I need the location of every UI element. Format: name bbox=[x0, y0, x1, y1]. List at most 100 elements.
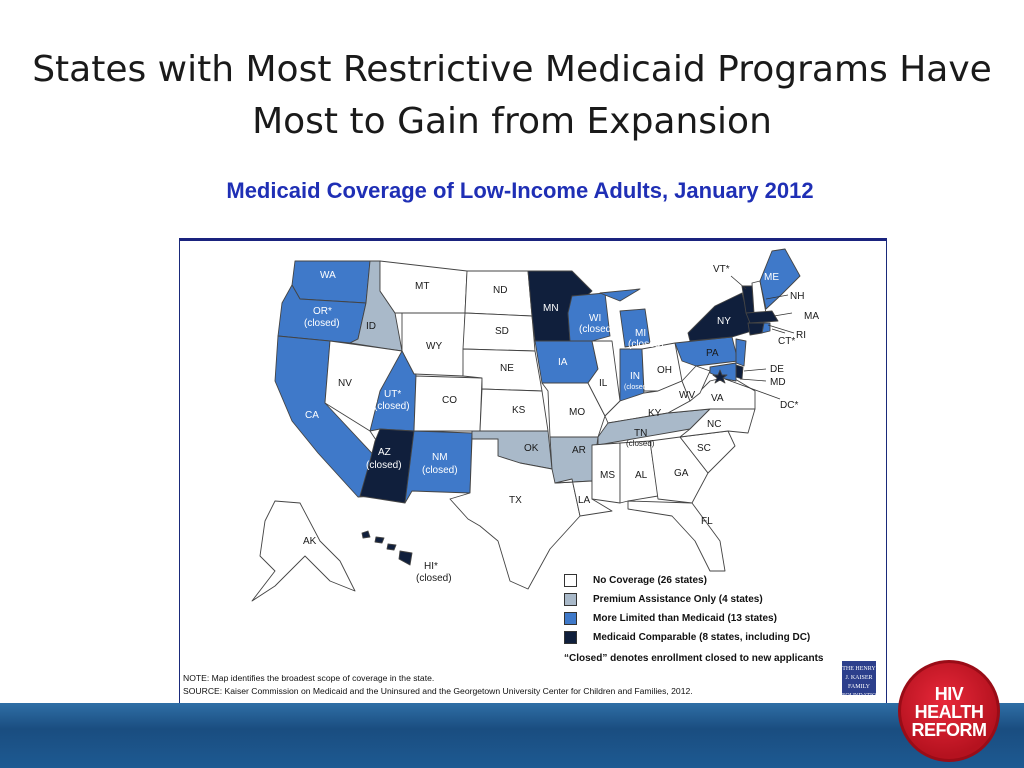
label-HI-closed: (closed) bbox=[416, 573, 452, 584]
state-WV bbox=[681, 365, 711, 402]
label-NH: NH bbox=[790, 291, 804, 302]
label-NE: NE bbox=[500, 363, 514, 374]
footer-band bbox=[0, 703, 1024, 768]
badge-line-3: REFORM bbox=[911, 720, 988, 740]
state-MI bbox=[599, 288, 651, 348]
title-line-1: States with Most Restrictive Medicaid Pr… bbox=[32, 49, 992, 90]
label-MD: MD bbox=[770, 377, 786, 388]
label-NM: NM bbox=[432, 452, 448, 463]
badge-line-1: HIV bbox=[934, 684, 964, 704]
state-MA bbox=[745, 310, 779, 324]
label-OH: OH bbox=[657, 365, 672, 376]
state-ME bbox=[759, 248, 801, 310]
map-frame: WA OR* (closed) CA ID NV MT WY UT* (clos… bbox=[179, 238, 887, 704]
badge-line-2: HEALTH bbox=[914, 702, 984, 722]
legend-label: Medicaid Comparable (8 states, including… bbox=[593, 632, 811, 643]
label-MO: MO bbox=[569, 407, 585, 418]
label-TN: TN bbox=[634, 428, 647, 439]
label-AL: AL bbox=[635, 470, 648, 481]
label-OR-closed: (closed) bbox=[304, 318, 340, 329]
kff-logo: THE HENRY J. KAISER FAMILY FOUNDATION bbox=[842, 661, 881, 699]
state-GA bbox=[649, 436, 709, 504]
map-subtitle: Medicaid Coverage of Low-Income Adults, … bbox=[226, 178, 814, 203]
label-AZ-closed: (closed) bbox=[366, 460, 402, 471]
legend-item-premium: Premium Assistance Only (4 states) bbox=[564, 590, 884, 609]
legend-swatch bbox=[564, 631, 577, 644]
label-TN-closed: (closed) bbox=[626, 439, 655, 448]
source-text: SOURCE: Kaiser Commission on Medicaid an… bbox=[183, 686, 693, 696]
legend-item-limited: More Limited than Medicaid (13 states) bbox=[564, 609, 884, 628]
label-VT: VT* bbox=[713, 264, 730, 275]
label-UT-closed: (closed) bbox=[374, 401, 410, 412]
label-CA: CA bbox=[305, 410, 319, 421]
state-NM bbox=[404, 430, 473, 504]
state-NJ bbox=[735, 338, 747, 367]
label-ID: ID bbox=[366, 321, 376, 332]
label-MI-closed: (closed) bbox=[628, 339, 664, 350]
map-legend: No Coverage (26 states) Premium Assistan… bbox=[564, 571, 884, 664]
state-DC bbox=[712, 369, 728, 384]
label-TX: TX bbox=[509, 495, 522, 506]
legend-label: Premium Assistance Only (4 states) bbox=[593, 594, 763, 605]
state-TX bbox=[449, 438, 581, 590]
label-UT: UT* bbox=[384, 389, 401, 400]
state-DE bbox=[735, 364, 744, 380]
legend-label: No Coverage (26 states) bbox=[593, 575, 707, 586]
label-IN-closed: (closed) bbox=[624, 384, 649, 391]
label-WI-closed: (closed) bbox=[579, 324, 615, 335]
label-AR: AR bbox=[572, 445, 586, 456]
state-AR bbox=[549, 436, 599, 484]
state-WY bbox=[401, 312, 466, 377]
label-MN: MN bbox=[543, 303, 559, 314]
label-PA: PA bbox=[706, 348, 719, 359]
label-MT: MT bbox=[415, 281, 429, 292]
label-ND: ND bbox=[493, 285, 507, 296]
state-RI bbox=[761, 322, 771, 334]
label-WV: WV bbox=[679, 390, 695, 401]
label-SD: SD bbox=[495, 326, 509, 337]
state-FL bbox=[627, 500, 726, 572]
map-notes: NOTE: Map identifies the broadest scope … bbox=[183, 672, 693, 698]
label-NY: NY bbox=[717, 316, 731, 327]
state-AK bbox=[251, 500, 356, 602]
legend-item-none: No Coverage (26 states) bbox=[564, 571, 884, 590]
state-HI bbox=[361, 530, 413, 566]
label-DE: DE bbox=[770, 364, 784, 375]
label-WI: WI bbox=[589, 313, 601, 324]
label-IN: IN bbox=[630, 371, 640, 382]
label-NC: NC bbox=[707, 419, 721, 430]
label-MS: MS bbox=[600, 470, 615, 481]
legend-item-comparable: Medicaid Comparable (8 states, including… bbox=[564, 628, 884, 647]
state-VA bbox=[667, 375, 756, 414]
label-IL: IL bbox=[599, 378, 608, 389]
legend-label: More Limited than Medicaid (13 states) bbox=[593, 613, 777, 624]
label-OR: OR* bbox=[313, 306, 332, 317]
label-NM-closed: (closed) bbox=[422, 465, 458, 476]
hiv-health-reform-logo: HIV HEALTH REFORM bbox=[898, 660, 1000, 762]
legend-swatch bbox=[564, 574, 577, 587]
state-WA bbox=[291, 260, 371, 304]
label-CT: CT* bbox=[778, 336, 795, 347]
label-HI: HI* bbox=[424, 561, 438, 572]
note-text: NOTE: Map identifies the broadest scope … bbox=[183, 673, 435, 683]
slide-title: States with Most Restrictive Medicaid Pr… bbox=[0, 44, 1024, 148]
legend-swatch bbox=[564, 593, 577, 606]
label-DC: DC* bbox=[780, 400, 798, 411]
label-IA: IA bbox=[558, 357, 568, 368]
label-KY: KY bbox=[648, 408, 662, 419]
label-GA: GA bbox=[674, 468, 689, 479]
label-LA: LA bbox=[578, 495, 591, 506]
label-CO: CO bbox=[442, 395, 457, 406]
label-KS: KS bbox=[512, 405, 526, 416]
legend-swatch bbox=[564, 612, 577, 625]
label-MI: MI bbox=[635, 328, 646, 339]
title-line-2: Most to Gain from Expansion bbox=[252, 101, 772, 142]
label-NV: NV bbox=[338, 378, 352, 389]
label-WY: WY bbox=[426, 341, 442, 352]
label-RI: RI bbox=[796, 330, 806, 341]
state-MD bbox=[709, 362, 737, 382]
label-WA: WA bbox=[320, 270, 336, 281]
label-AK: AK bbox=[303, 536, 317, 547]
label-FL: FL bbox=[701, 516, 713, 527]
label-ME: ME bbox=[764, 272, 779, 283]
